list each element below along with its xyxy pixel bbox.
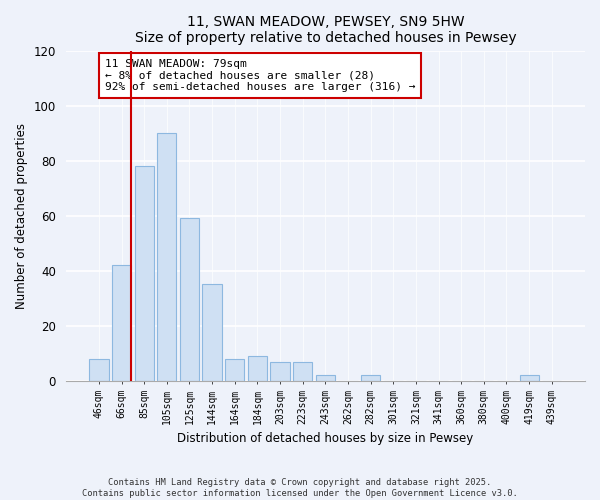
Y-axis label: Number of detached properties: Number of detached properties: [15, 122, 28, 308]
Bar: [271, 362, 290, 381]
Text: Contains HM Land Registry data © Crown copyright and database right 2025.
Contai: Contains HM Land Registry data © Crown c…: [82, 478, 518, 498]
Bar: [112, 265, 131, 381]
Bar: [89, 359, 109, 381]
Bar: [293, 362, 313, 381]
Text: 11 SWAN MEADOW: 79sqm
← 8% of detached houses are smaller (28)
92% of semi-detac: 11 SWAN MEADOW: 79sqm ← 8% of detached h…: [104, 59, 415, 92]
Title: 11, SWAN MEADOW, PEWSEY, SN9 5HW
Size of property relative to detached houses in: 11, SWAN MEADOW, PEWSEY, SN9 5HW Size of…: [134, 15, 516, 45]
Bar: [202, 284, 222, 381]
X-axis label: Distribution of detached houses by size in Pewsey: Distribution of detached houses by size …: [177, 432, 473, 445]
Bar: [225, 359, 244, 381]
Bar: [316, 376, 335, 381]
Bar: [180, 218, 199, 381]
Bar: [361, 376, 380, 381]
Bar: [134, 166, 154, 381]
Bar: [520, 376, 539, 381]
Bar: [157, 133, 176, 381]
Bar: [248, 356, 267, 381]
